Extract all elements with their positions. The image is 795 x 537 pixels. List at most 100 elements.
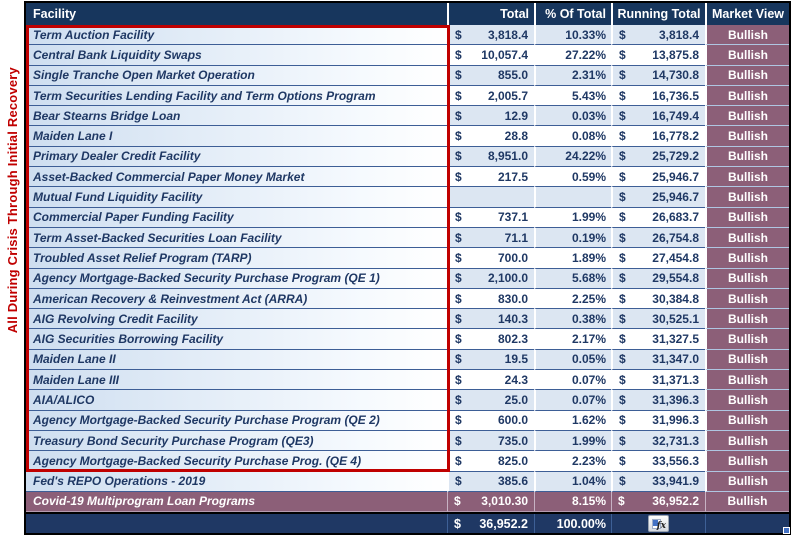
- running-total-cell[interactable]: $ 16,749.4: [611, 106, 705, 127]
- pct-of-total-cell[interactable]: 27.22%: [534, 45, 611, 66]
- total-cell[interactable]: $ 8,951.0: [447, 146, 534, 168]
- pct-of-total-cell[interactable]: 8.15%: [534, 491, 611, 513]
- pct-of-total-cell[interactable]: 1.62%: [534, 410, 611, 431]
- market-view-cell[interactable]: Bullish: [705, 187, 789, 208]
- facility-cell[interactable]: Term Asset-Backed Securities Loan Facili…: [26, 227, 447, 249]
- grand-total-running-cell[interactable]: fx: [611, 514, 705, 533]
- market-view-cell[interactable]: Bullish: [705, 410, 789, 431]
- running-total-cell[interactable]: $ 16,736.5: [611, 85, 705, 107]
- column-header-market-view[interactable]: Market View: [705, 3, 789, 25]
- pct-of-total-cell[interactable]: 0.07%: [534, 390, 611, 411]
- grand-total-facility-cell[interactable]: [26, 514, 447, 533]
- market-view-cell[interactable]: Bullish: [705, 430, 789, 452]
- running-total-cell[interactable]: $ 26,754.8: [611, 227, 705, 249]
- running-total-cell[interactable]: $ 29,554.8: [611, 268, 705, 289]
- pct-of-total-cell[interactable]: 0.05%: [534, 349, 611, 371]
- running-total-cell[interactable]: $ 16,778.2: [611, 126, 705, 147]
- grand-total-cell[interactable]: $ 36,952.2: [447, 514, 534, 533]
- market-view-cell[interactable]: Bullish: [705, 451, 789, 472]
- facility-cell[interactable]: Maiden Lane III: [26, 370, 447, 391]
- total-cell[interactable]: $ 802.3: [447, 329, 534, 350]
- running-total-cell[interactable]: $ 25,946.7: [611, 187, 705, 208]
- facility-cell[interactable]: Term Auction Facility: [26, 25, 447, 46]
- total-cell[interactable]: $ 217.5: [447, 167, 534, 188]
- total-cell[interactable]: $ 735.0: [447, 430, 534, 452]
- pct-of-total-cell[interactable]: 10.33%: [534, 25, 611, 46]
- pct-of-total-cell[interactable]: 2.31%: [534, 65, 611, 86]
- market-view-cell[interactable]: Bullish: [705, 227, 789, 249]
- total-cell[interactable]: $ 19.5: [447, 349, 534, 371]
- market-view-cell[interactable]: Bullish: [705, 329, 789, 350]
- running-total-cell[interactable]: $ 26,683.7: [611, 207, 705, 228]
- running-total-cell[interactable]: $ 25,729.2: [611, 146, 705, 168]
- running-total-cell[interactable]: $ 30,384.8: [611, 288, 705, 310]
- facility-cell[interactable]: American Recovery & Reinvestment Act (AR…: [26, 288, 447, 310]
- market-view-cell[interactable]: Bullish: [705, 288, 789, 310]
- pct-of-total-cell[interactable]: 24.22%: [534, 146, 611, 168]
- facility-cell[interactable]: Maiden Lane I: [26, 126, 447, 147]
- running-total-cell[interactable]: $ 31,347.0: [611, 349, 705, 371]
- total-cell[interactable]: $ 140.3: [447, 309, 534, 330]
- pct-of-total-cell[interactable]: 1.89%: [534, 248, 611, 269]
- total-cell[interactable]: $ 737.1: [447, 207, 534, 228]
- total-cell[interactable]: $ 3,010.30: [447, 491, 534, 513]
- market-view-cell[interactable]: Bullish: [705, 65, 789, 86]
- total-cell[interactable]: $ 10,057.4: [447, 45, 534, 66]
- pct-of-total-cell[interactable]: 1.99%: [534, 430, 611, 452]
- column-header-facility[interactable]: Facility: [26, 3, 447, 25]
- market-view-cell[interactable]: Bullish: [705, 248, 789, 269]
- facility-cell[interactable]: AIG Revolving Credit Facility: [26, 309, 447, 330]
- pct-of-total-cell[interactable]: 0.07%: [534, 370, 611, 391]
- pct-of-total-cell[interactable]: 2.17%: [534, 329, 611, 350]
- pct-of-total-cell[interactable]: 0.19%: [534, 227, 611, 249]
- running-total-cell[interactable]: $ 32,731.3: [611, 430, 705, 452]
- total-cell[interactable]: $ 24.3: [447, 370, 534, 391]
- pct-of-total-cell[interactable]: [534, 187, 611, 208]
- facility-cell[interactable]: Central Bank Liquidity Swaps: [26, 45, 447, 66]
- market-view-cell[interactable]: Bullish: [705, 106, 789, 127]
- column-header-total[interactable]: Total: [447, 3, 534, 25]
- market-view-cell[interactable]: Bullish: [705, 471, 789, 492]
- column-header-pct-of-total[interactable]: % Of Total: [534, 3, 611, 25]
- market-view-cell[interactable]: Bullish: [705, 390, 789, 411]
- pct-of-total-cell[interactable]: 0.38%: [534, 309, 611, 330]
- total-cell[interactable]: $ 855.0: [447, 65, 534, 86]
- total-cell[interactable]: $ 700.0: [447, 248, 534, 269]
- running-total-cell[interactable]: $ 31,371.3: [611, 370, 705, 391]
- facility-cell[interactable]: Troubled Asset Relief Program (TARP): [26, 248, 447, 269]
- running-total-cell[interactable]: $ 13,875.8: [611, 45, 705, 66]
- total-cell[interactable]: $ 25.0: [447, 390, 534, 411]
- facility-cell[interactable]: Fed's REPO Operations - 2019: [26, 471, 447, 492]
- pct-of-total-cell[interactable]: 1.04%: [534, 471, 611, 492]
- running-total-cell[interactable]: $ 31,996.3: [611, 410, 705, 431]
- facility-cell[interactable]: Term Securities Lending Facility and Ter…: [26, 85, 447, 107]
- market-view-cell[interactable]: Bullish: [705, 207, 789, 228]
- column-header-running-total[interactable]: Running Total: [611, 3, 705, 25]
- facility-cell[interactable]: Maiden Lane II: [26, 349, 447, 371]
- total-cell[interactable]: $ 28.8: [447, 126, 534, 147]
- market-view-cell[interactable]: Bullish: [705, 167, 789, 188]
- market-view-cell[interactable]: Bullish: [705, 45, 789, 66]
- total-cell[interactable]: [447, 187, 534, 208]
- running-total-cell[interactable]: $ 31,396.3: [611, 390, 705, 411]
- market-view-cell[interactable]: Bullish: [705, 309, 789, 330]
- running-total-cell[interactable]: $ 31,327.5: [611, 329, 705, 350]
- market-view-cell[interactable]: Bullish: [705, 146, 789, 168]
- running-total-cell[interactable]: $ 14,730.8: [611, 65, 705, 86]
- pct-of-total-cell[interactable]: 2.23%: [534, 451, 611, 472]
- total-cell[interactable]: $ 385.6: [447, 471, 534, 492]
- facility-cell[interactable]: AIA/ALICO: [26, 390, 447, 411]
- market-view-cell[interactable]: Bullish: [705, 370, 789, 391]
- total-cell[interactable]: $ 12.9: [447, 106, 534, 127]
- running-total-cell[interactable]: $ 33,556.3: [611, 451, 705, 472]
- facility-cell[interactable]: Covid-19 Multiprogram Loan Programs: [26, 491, 447, 513]
- market-view-cell[interactable]: Bullish: [705, 85, 789, 107]
- running-total-cell[interactable]: $ 30,525.1: [611, 309, 705, 330]
- facility-cell[interactable]: Agency Mortgage-Backed Security Purchase…: [26, 268, 447, 289]
- total-cell[interactable]: $ 600.0: [447, 410, 534, 431]
- grand-total-market-view-cell[interactable]: [705, 514, 789, 533]
- total-cell[interactable]: $ 2,100.0: [447, 268, 534, 289]
- market-view-cell[interactable]: Bullish: [705, 349, 789, 371]
- market-view-cell[interactable]: Bullish: [705, 25, 789, 46]
- facility-cell[interactable]: Mutual Fund Liquidity Facility: [26, 187, 447, 208]
